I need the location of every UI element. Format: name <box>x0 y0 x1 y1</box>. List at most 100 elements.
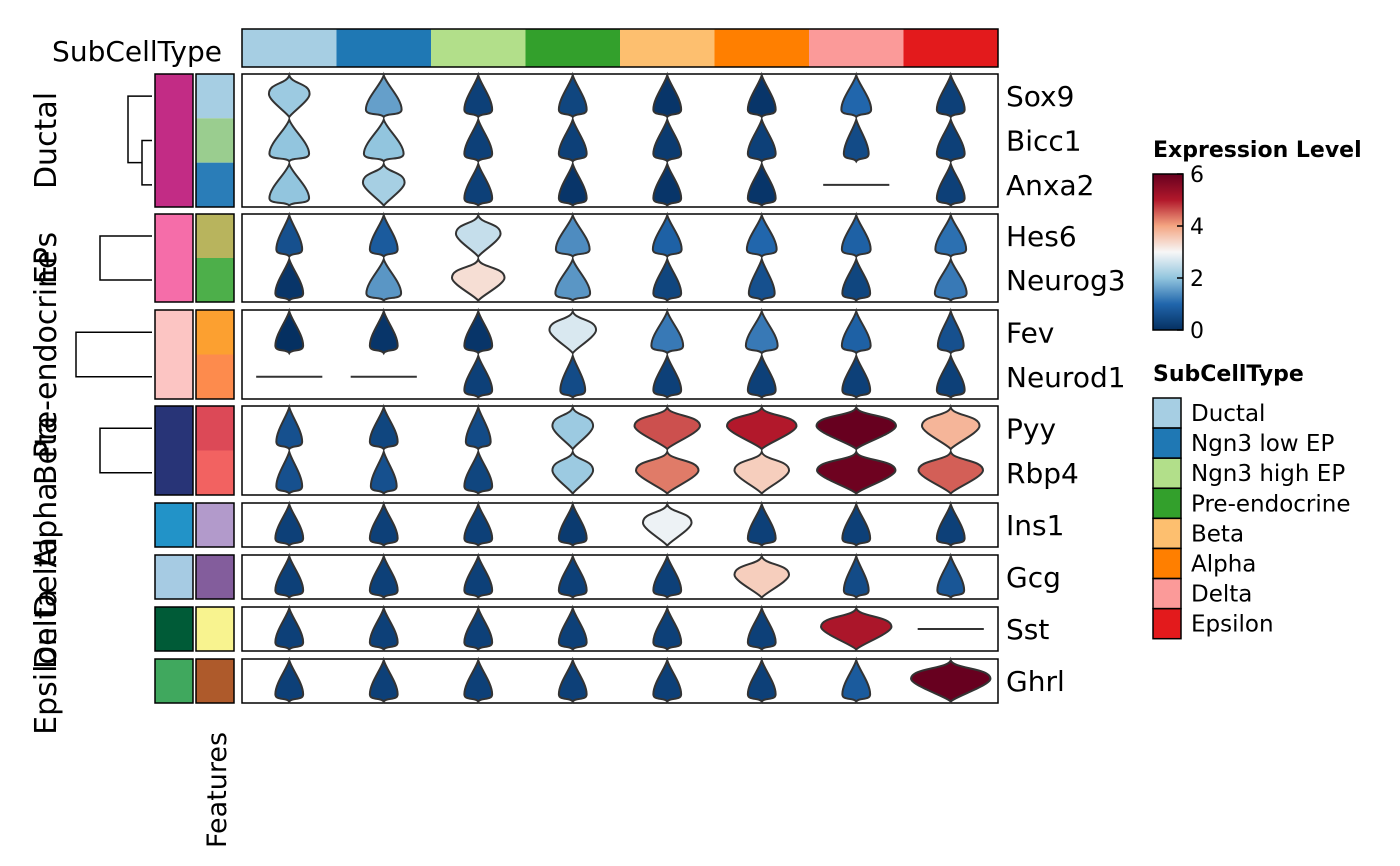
violin-sst-beta <box>652 604 683 652</box>
group-bar-delta <box>154 554 194 600</box>
panel-pre-endocrine-2 <box>241 309 999 400</box>
row-dendrograms <box>75 95 152 474</box>
violin-ghrl-pre-endocrine <box>557 656 588 704</box>
top-annotation-cell-alpha <box>714 29 809 67</box>
violin-pyy-delta <box>815 403 897 452</box>
feature-label-neurod1: Neurod1 <box>1006 361 1126 394</box>
violin-ghrl-ductal <box>274 656 305 704</box>
violin-rbp4-ngn3-low-ep <box>369 448 398 496</box>
top-annotation-cell-ngn3-low-ep <box>336 29 431 67</box>
violin-sst-pre-endocrine <box>557 604 588 652</box>
feature-bar-neurod1 <box>196 354 234 399</box>
feature-label-sst: Sst <box>1006 613 1049 646</box>
violin-ghrl-delta <box>841 656 872 704</box>
top-annotation-cell-beta <box>620 29 715 67</box>
violin-ins1-epsilon <box>935 500 966 548</box>
group-bar-pre-endocrine <box>154 309 194 400</box>
violin-sox9-epsilon <box>935 71 966 120</box>
violin-gcg-beta <box>652 552 683 600</box>
top-annotation-cell-delta <box>809 29 904 67</box>
violin-gcg-delta <box>842 552 870 600</box>
violin-bicc1-beta <box>652 115 683 164</box>
group-label-alpha: Alpha <box>29 482 64 567</box>
legend-swatch-alpha <box>1152 547 1182 580</box>
violin-bicc1-ngn3-low-ep <box>362 115 405 164</box>
legend-swatch-ngn3-low-ep <box>1152 427 1182 459</box>
top-annotation-border <box>241 28 999 68</box>
violin-pyy-alpha <box>726 403 798 452</box>
violin-pyy-ductal <box>275 403 304 452</box>
panel-ductal-0 <box>241 73 999 208</box>
violin-anxa2-ngn3-low-ep <box>361 160 406 208</box>
feature-bar-border-ductal <box>195 73 235 208</box>
violin-fev-delta <box>840 307 872 356</box>
violin-anxa2-ductal <box>268 160 311 208</box>
feature-bar-border-eps <box>195 213 235 303</box>
violin-sox9-ngn3-high-ep <box>463 71 494 120</box>
dendrogram-eps <box>99 235 152 281</box>
violin-rbp4-ductal <box>275 448 304 496</box>
violin-anxa2-alpha <box>746 160 777 208</box>
feature-label-pyy: Pyy <box>1006 412 1056 445</box>
feature-bar-border-delta <box>195 554 235 600</box>
feature-label-hes6: Hes6 <box>1006 220 1077 253</box>
expression-tick-label-2: 2 <box>1190 267 1204 292</box>
violin-ghrl-epsilon <box>910 656 992 704</box>
violin-ins1-pre-endocrine <box>557 500 588 548</box>
violin-neurog3-ngn3-high-ep <box>450 255 506 303</box>
violin-fev-ductal <box>274 307 305 356</box>
feature-label-ins1: Ins1 <box>1006 509 1064 542</box>
violin-neurog3-delta <box>841 255 872 303</box>
expression-legend: Expression Level 0 2 4 6 <box>1152 138 1362 344</box>
violin-neurod1-pre-endocrine <box>559 352 587 400</box>
violin-bicc1-pre-endocrine <box>557 115 588 164</box>
violin-sst-ngn3-low-ep <box>368 604 399 652</box>
violin-hes6-epsilon <box>934 211 968 259</box>
feature-bar-border-epsilon <box>195 658 235 704</box>
violin-rbp4-alpha <box>733 448 791 496</box>
violin-fev-ngn3-low-ep <box>368 307 399 356</box>
violin-neurod1-alpha <box>746 352 777 400</box>
group-annotation-column <box>154 73 194 704</box>
feature-bar-hes6 <box>196 214 234 258</box>
violin-sox9-ductal <box>267 71 311 120</box>
group-label-delta: Delta <box>29 589 64 669</box>
legend-swatch-epsilon <box>1152 607 1182 640</box>
violin-ghrl-beta <box>652 656 683 704</box>
subcelltype-legend-title: SubCellType <box>1153 362 1304 387</box>
legend-swatch-ngn3-high-ep <box>1152 457 1182 489</box>
violin-gcg-ductal <box>274 552 305 600</box>
features-axis-label: Features <box>202 732 233 848</box>
violin-neurog3-beta <box>652 255 683 303</box>
group-label-beta: Beta <box>29 416 64 485</box>
violin-bicc1-epsilon <box>935 115 966 164</box>
expression-tick-label-6: 6 <box>1190 163 1204 188</box>
group-label-delta: Delta <box>29 537 64 617</box>
violin-fev-ngn3-high-ep <box>463 307 494 356</box>
violin-ins1-delta <box>841 500 872 548</box>
feature-bar-pyy <box>196 406 234 451</box>
violin-ins1-beta <box>641 500 693 548</box>
feature-bar-sox9 <box>196 74 234 119</box>
feature-bar-gcg <box>196 555 234 599</box>
violin-anxa2-pre-endocrine <box>557 160 588 208</box>
group-label-pre-endocrine: Pre-endocrine <box>29 250 64 458</box>
violin-sox9-beta <box>652 71 683 120</box>
panel-delta-5 <box>241 554 999 600</box>
expression-colorbar <box>1152 173 1184 331</box>
violin-anxa2-ngn3-high-ep <box>463 160 494 208</box>
expression-tick-label-4: 4 <box>1190 215 1204 240</box>
top-annotation-cell-epsilon <box>903 29 998 67</box>
feature-bar-rbp4 <box>196 450 234 495</box>
violin-sst-ngn3-high-ep <box>463 604 494 652</box>
feature-bar-border-pre-endocrine <box>195 309 235 400</box>
legend-label-pre-endocrine: Pre-endocrine <box>1191 491 1350 517</box>
violin-ghrl-ngn3-high-ep <box>463 656 494 704</box>
group-bar-epsilon <box>154 658 194 704</box>
violin-ins1-ngn3-low-ep <box>368 500 399 548</box>
feature-bar-border-delta <box>195 606 235 652</box>
violin-gcg-epsilon <box>936 552 966 600</box>
top-annotation-cell-ductal <box>242 29 337 67</box>
violin-gcg-ngn3-low-ep <box>368 552 399 600</box>
